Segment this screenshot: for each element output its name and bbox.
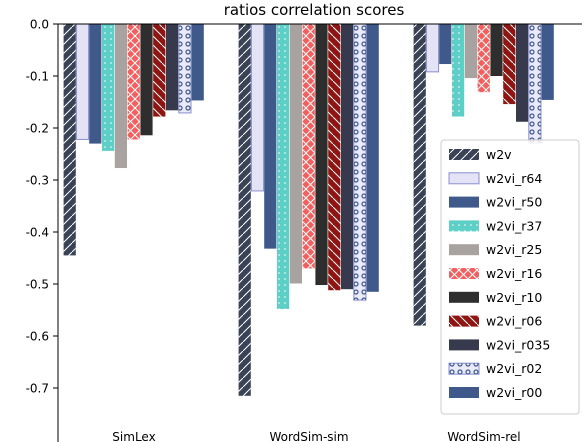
x-axis: SimLex WordSim-sim WordSim-rel — [112, 430, 520, 442]
legend-swatch — [449, 291, 479, 303]
y-tick-label: -0.4 — [26, 226, 49, 240]
legend-swatch — [449, 196, 479, 208]
bar-wordsim-sim-w2vi-r10 — [315, 24, 328, 286]
bar-simlex-w2v — [63, 24, 76, 256]
bar-wordsim-rel-w2vi-r06 — [503, 24, 516, 105]
bar-simlex-w2vi-r64 — [75, 23, 90, 140]
legend-label: w2vi_r10 — [486, 290, 542, 305]
bar-simlex-w2vi-r16 — [127, 24, 140, 140]
bar-simlex-w2vi-r25 — [114, 24, 127, 169]
legend-entry-w2v: w2v — [449, 147, 512, 162]
legend-label: w2vi_r64 — [486, 171, 542, 186]
legend-entry-w2vi-r64: w2vi_r64 — [448, 171, 542, 186]
bar-wordsim-rel-w2vi-r02 — [528, 23, 542, 144]
legend-label: w2vi_r37 — [486, 218, 542, 233]
x-tick-label-wordsim-rel: WordSim-rel — [447, 430, 520, 442]
bars-layer — [63, 23, 554, 396]
bar-wordsim-sim-w2vi-r06 — [328, 24, 341, 291]
plot-frame — [57, 23, 582, 442]
legend-entry-w2vi-r16: w2vi_r16 — [449, 266, 542, 281]
x-tick-label-wordsim-sim: WordSim-sim — [269, 430, 348, 442]
bar-simlex-w2vi-r02 — [178, 23, 192, 114]
legend-label: w2vi_r035 — [486, 337, 550, 352]
bar-wordsim-rel-w2vi-r64 — [425, 23, 440, 73]
y-tick-label: 0.0 — [30, 18, 49, 32]
y-axis: 0.0 -0.1 -0.2 -0.3 -0.4 -0.5 -0.6 -0.7 — [26, 18, 58, 396]
bar-wordsim-sim-w2v — [238, 24, 251, 396]
bar-wordsim-sim-w2vi-r035 — [341, 24, 354, 290]
y-tick-label: -0.7 — [26, 382, 49, 396]
bar-wordsim-sim-w2vi-r37 — [277, 24, 290, 309]
legend: w2v w2vi_r64 w2vi_r50 w2vi_r37 w2vi_r25 w2vi_… — [440, 139, 580, 415]
y-tick-label: -0.2 — [26, 122, 49, 136]
legend-label: w2vi_r16 — [486, 266, 542, 281]
legend-label: w2vi_r50 — [486, 195, 542, 210]
bar-wordsim-sim-w2vi-r16 — [302, 24, 315, 269]
y-tick-label: -0.6 — [26, 330, 49, 344]
bar-simlex-w2vi-r00 — [191, 24, 204, 101]
bar-wordsim-rel-w2v — [413, 24, 426, 326]
legend-swatch — [449, 244, 479, 256]
bar-wordsim-rel-w2vi-r25 — [464, 24, 477, 79]
legend-entries: w2v w2vi_r64 w2vi_r50 w2vi_r37 w2vi_r25 w2vi_… — [448, 147, 550, 400]
bar-wordsim-rel-w2vi-r16 — [477, 24, 490, 93]
bar-wordsim-rel-w2vi-r50 — [439, 24, 452, 65]
chart-title: ratios correlation scores — [224, 1, 405, 19]
y-tick-label: -0.5 — [26, 278, 49, 292]
bar-wordsim-sim-w2vi-r50 — [264, 24, 277, 249]
legend-swatch — [448, 172, 480, 185]
bar-wordsim-sim-w2vi-r02 — [353, 23, 367, 301]
legend-entry-w2vi-r37: w2vi_r37 — [449, 218, 542, 233]
legend-label: w2vi_r00 — [486, 385, 542, 400]
bar-simlex-w2vi-r37 — [102, 24, 115, 151]
legend-entry-w2vi-r00: w2vi_r00 — [449, 385, 542, 400]
legend-entry-w2vi-r50: w2vi_r50 — [449, 195, 542, 210]
bar-simlex-w2vi-r50 — [89, 24, 102, 144]
legend-entry-w2vi-r10: w2vi_r10 — [449, 290, 542, 305]
bar-simlex-w2vi-r035 — [166, 24, 179, 111]
y-tick-label: -0.1 — [26, 70, 49, 84]
bar-wordsim-rel-w2vi-r00 — [541, 24, 554, 100]
legend-entry-w2vi-r02: w2vi_r02 — [448, 361, 542, 376]
bar-wordsim-rel-w2vi-r035 — [516, 24, 529, 122]
bar-simlex-w2vi-r06 — [153, 24, 166, 117]
legend-label: w2vi_r02 — [486, 361, 542, 376]
legend-entry-w2vi-r035: w2vi_r035 — [449, 337, 550, 352]
legend-swatch — [449, 339, 479, 351]
legend-label: w2vi_r25 — [486, 242, 542, 257]
bar-wordsim-sim-w2vi-r25 — [289, 24, 302, 284]
legend-swatch — [449, 387, 479, 398]
legend-label: w2v — [486, 147, 512, 162]
y-tick-label: -0.3 — [26, 174, 49, 188]
bar-wordsim-rel-w2vi-r37 — [452, 24, 465, 117]
legend-entry-w2vi-r25: w2vi_r25 — [449, 242, 542, 257]
bar-wordsim-sim-w2vi-r00 — [366, 24, 379, 292]
x-tick-label-simlex: SimLex — [112, 430, 155, 442]
bar-simlex-w2vi-r10 — [140, 24, 153, 136]
bar-wordsim-rel-w2vi-r10 — [490, 24, 503, 76]
bar-wordsim-sim-w2vi-r64 — [250, 23, 265, 192]
legend-label: w2vi_r06 — [486, 314, 542, 329]
legend-entry-w2vi-r06: w2vi_r06 — [449, 314, 542, 329]
